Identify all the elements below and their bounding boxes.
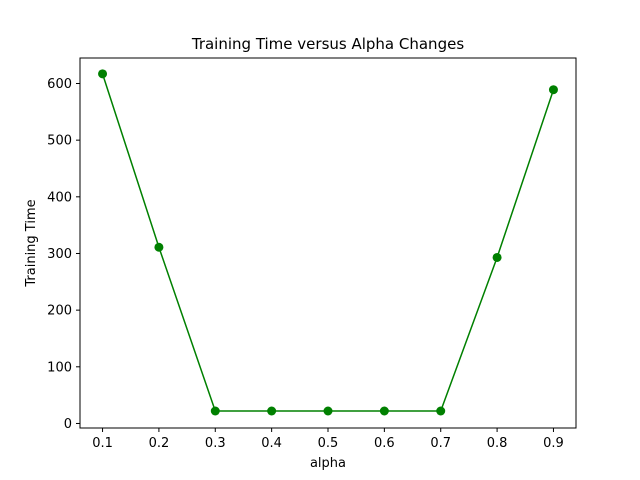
data-point bbox=[154, 242, 164, 252]
data-point bbox=[379, 406, 389, 416]
plot-series bbox=[98, 69, 558, 416]
y-tick-label: 200 bbox=[47, 304, 72, 319]
plot-frame bbox=[79, 57, 577, 429]
x-axis: 0.1 0.2 0.3 0.4 0.5 0.6 0.7 0.8 0.9 bbox=[92, 428, 564, 451]
y-tick-label: 500 bbox=[47, 134, 72, 149]
data-point bbox=[548, 85, 558, 95]
data-point bbox=[436, 406, 446, 416]
x-tick-label: 0.9 bbox=[543, 436, 564, 451]
y-tick-label: 0 bbox=[64, 417, 72, 432]
x-tick-label: 0.1 bbox=[92, 436, 113, 451]
x-tick-label: 0.2 bbox=[149, 436, 170, 451]
x-axis-label: alpha bbox=[310, 456, 346, 471]
y-tick-label: 400 bbox=[47, 190, 72, 205]
data-point bbox=[492, 252, 502, 262]
y-axis: 0 100 200 300 400 500 600 bbox=[47, 77, 80, 432]
chart-title: Training Time versus Alpha Changes bbox=[191, 35, 464, 53]
y-tick-label: 600 bbox=[47, 77, 72, 92]
y-axis-label: Training Time bbox=[24, 199, 39, 287]
x-tick-label: 0.5 bbox=[318, 436, 339, 451]
data-point bbox=[210, 406, 220, 416]
x-tick-label: 0.7 bbox=[430, 436, 451, 451]
y-tick-label: 100 bbox=[47, 360, 72, 375]
x-tick-label: 0.3 bbox=[205, 436, 226, 451]
y-tick-label: 300 bbox=[47, 247, 72, 262]
x-tick-label: 0.8 bbox=[487, 436, 508, 451]
x-tick-label: 0.4 bbox=[261, 436, 282, 451]
data-point bbox=[323, 406, 333, 416]
data-point bbox=[267, 406, 277, 416]
x-tick-label: 0.6 bbox=[374, 436, 395, 451]
data-point bbox=[98, 69, 108, 79]
